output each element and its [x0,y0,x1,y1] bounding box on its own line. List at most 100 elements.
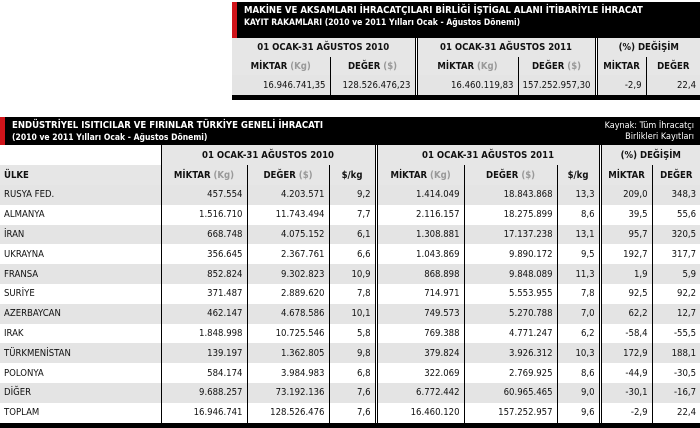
cell: 157.252.957,30 [518,75,598,95]
summary-bottom-bar [232,95,700,100]
cell: 209,0 [600,185,653,205]
header-deger-2010: DEĞER ($) [330,57,418,75]
country-name: TOPLAM [0,402,162,423]
cell: 868.898 [376,264,465,284]
cell: 4.678.586 [247,303,330,324]
cell: 348,3 [652,185,700,205]
cell: 7,6 [329,402,378,423]
cell: 22,4 [652,402,700,423]
country-title-line2: (2010 ve 2011 Yılları Ocak - Ağustos Dön… [12,133,208,143]
cell: 5.270.788 [464,303,558,324]
cell: 2.116.157 [376,204,465,225]
cell: 11,3 [557,264,602,284]
cell: 3.984.983 [247,363,330,383]
cell: 3.926.312 [464,343,558,364]
cell: 1,9 [600,264,653,284]
cell: 4.771.247 [464,323,558,344]
country-table: 01 OCAK-31 AĞUSTOS 2010 01 OCAK-31 AĞUST… [0,145,700,423]
cell: 10,1 [329,303,378,324]
cell: 9,0 [557,382,602,403]
cell: 62,2 [600,303,653,324]
cell: 6,2 [557,323,602,344]
cell: 6.772.442 [376,382,465,403]
cell: 2.769.925 [464,363,558,383]
header-period-2011: 01 OCAK-31 AĞUSTOS 2011 [376,145,602,165]
cell: 668.748 [161,224,248,245]
country-name: FRANSA [0,264,162,284]
header-blank [0,145,162,165]
cell: 7,8 [557,283,602,304]
country-name: TÜRKMENİSTAN [0,343,162,364]
cell: 10.725.546 [247,323,330,344]
cell: 9,5 [557,244,602,265]
source-note: Kaynak: Tüm İhracatçı Birlikleri Kayıtlar… [604,121,694,142]
cell: 9,8 [329,343,378,364]
cell: 139.197 [161,343,248,364]
cell: 2.889.620 [247,283,330,304]
header-change: (%) DEĞİŞİM [600,145,700,165]
country-title: ENDÜSTRİYEL ISITICILAR VE FIRINLAR TÜRKİ… [0,117,700,145]
country-name: ALMANYA [0,204,162,225]
header-miktar-2010: MİKTAR (Kg) [232,57,331,75]
header-miktar-change: MİKTAR [600,165,653,185]
table-row: ALMANYA 1.516.710 11.743.494 7,7 2.116.157 18… [0,204,700,225]
cell: 1.308.881 [376,224,465,245]
cell: 9.302.823 [247,264,330,284]
cell: 39,5 [600,204,653,225]
country-name: SURİYE [0,283,162,304]
cell: -58,4 [600,323,653,344]
cell: 157.252.957 [464,402,558,423]
red-accent [0,117,5,145]
cell: 584.174 [161,363,248,383]
header-period-2011: 01 OCAK-31 AĞUSTOS 2011 [416,38,598,57]
table-row: İRAN 668.748 4.075.152 6,1 1.308.881 17.137.2… [0,224,700,245]
cell: 457.554 [161,185,248,205]
header-miktar-2011: MİKTAR (Kg) [376,165,465,185]
cell: 9.688.257 [161,382,248,403]
summary-title: MAKİNE VE AKSAMLARI İHRACATÇILARI BİRLİĞ… [232,2,700,38]
country-name: POLONYA [0,363,162,383]
cell: 322.069 [376,363,465,383]
cell: 16.460.119,83 [416,75,519,95]
summary-row: 16.946.741,35 128.526.476,23 16.460.119,… [232,75,700,95]
table-row: SURİYE 371.487 2.889.620 7,8 714.971 5.553.95… [0,283,700,304]
cell: 769.388 [376,323,465,344]
table-row: FRANSA 852.824 9.302.823 10,9 868.898 9.848.0… [0,264,700,284]
cell: 1.848.998 [161,323,248,344]
header-deger-2011: DEĞER ($) [518,57,598,75]
cell: 5,8 [329,323,378,344]
cell: 95,7 [600,224,653,245]
cell: 9.848.089 [464,264,558,284]
header-country: ÜLKE [0,165,162,185]
cell: 6,6 [329,244,378,265]
cell: 714.971 [376,283,465,304]
cell: -2,9 [600,402,653,423]
cell: 749.573 [376,303,465,324]
cell: 1.043.869 [376,244,465,265]
cell: -44,9 [600,363,653,383]
cell: 192,7 [600,244,653,265]
cell: 379.824 [376,343,465,364]
cell: 8,6 [557,204,602,225]
cell: 60.965.465 [464,382,558,403]
cell: -16,7 [652,382,700,403]
cell: 10,3 [557,343,602,364]
header-miktar-2010: MİKTAR (Kg) [161,165,248,185]
cell: 10,9 [329,264,378,284]
header-perkg-2010: $/kg [329,165,378,185]
header-deger-change: DEĞER [646,57,700,75]
table-row: UKRAYNA 356.645 2.367.761 6,6 1.043.869 9.890… [0,244,700,265]
country-title-line1: ENDÜSTRİYEL ISITICILAR VE FIRINLAR TÜRKİ… [12,120,324,131]
cell: 16.946.741 [161,402,248,423]
cell: 4.075.152 [247,224,330,245]
table-row: AZERBAYCAN 462.147 4.678.586 10,1 749.573 5.2… [0,303,700,324]
cell: -30,5 [652,363,700,383]
cell: 9,2 [329,185,378,205]
summary-table-panel: MAKİNE VE AKSAMLARI İHRACATÇILARI BİRLİĞ… [232,2,700,100]
cell: 188,1 [652,343,700,364]
header-perkg-2011: $/kg [557,165,602,185]
cell: 13,1 [557,224,602,245]
cell: 320,5 [652,224,700,245]
cell: 92,2 [652,283,700,304]
cell: 7,8 [329,283,378,304]
